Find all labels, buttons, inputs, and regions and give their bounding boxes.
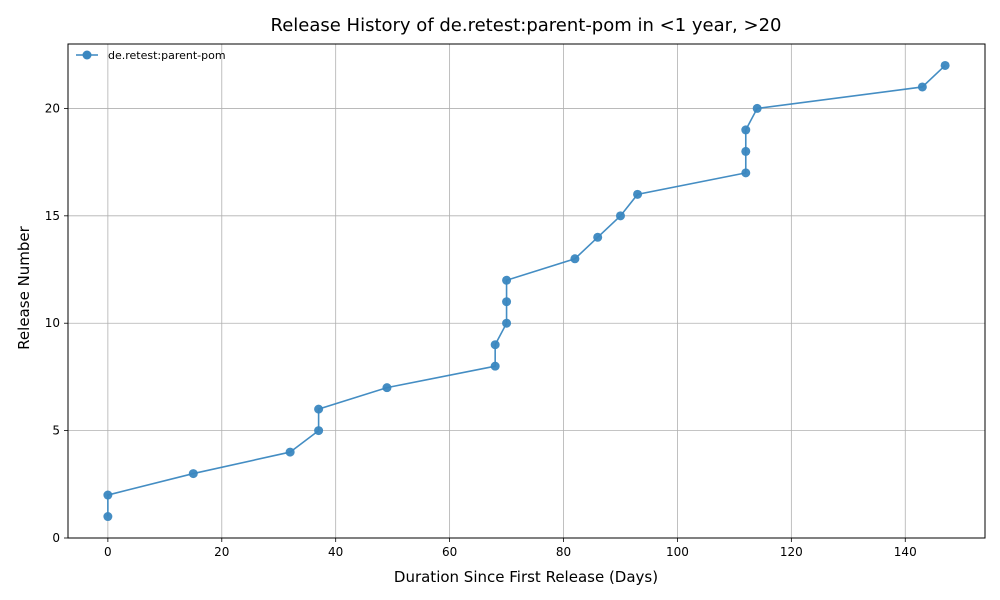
data-point [285,447,295,457]
x-tick-label: 0 [104,545,112,559]
data-point [741,168,751,178]
data-point [593,232,603,242]
y-axis-label: Release Number [15,225,33,349]
data-point [741,146,751,156]
x-tick-label: 140 [894,545,917,559]
data-point [615,211,625,221]
data-point [490,361,500,371]
y-tick-label: 10 [45,316,60,330]
data-point [103,512,113,522]
y-tick-label: 0 [52,531,60,545]
chart-title: Release History of de.retest:parent-pom … [271,15,782,36]
legend: de.retest:parent-pom [76,49,226,62]
x-tick-label: 20 [214,545,229,559]
x-tick-label: 40 [328,545,343,559]
data-point [103,490,113,500]
y-tick-label: 20 [45,101,60,115]
data-point [188,469,198,479]
y-tick-label: 15 [45,209,60,223]
data-point [490,340,500,350]
data-point [570,254,580,264]
x-tick-label: 100 [666,545,689,559]
data-point [314,426,324,436]
data-point [917,82,927,92]
data-point [940,60,950,70]
y-axis-ticks: 0 5 10 15 20 [45,101,68,545]
x-axis-ticks: 0 20 40 60 80 100 120 140 [104,538,917,559]
x-tick-label: 80 [556,545,571,559]
series-line [107,64,946,517]
data-point [502,297,512,307]
legend-label: de.retest:parent-pom [108,49,226,62]
x-tick-label: 60 [442,545,457,559]
data-point [314,404,324,414]
legend-marker [82,50,92,60]
data-point [382,383,392,393]
y-tick-label: 5 [52,424,60,438]
data-point [502,275,512,285]
data-point [633,189,643,199]
x-axis-label: Duration Since First Release (Days) [394,568,658,586]
x-tick-label: 120 [780,545,803,559]
data-point [741,125,751,135]
series-layer [103,60,950,522]
data-point [502,318,512,328]
data-point [752,103,762,113]
plot-frame [67,43,986,539]
